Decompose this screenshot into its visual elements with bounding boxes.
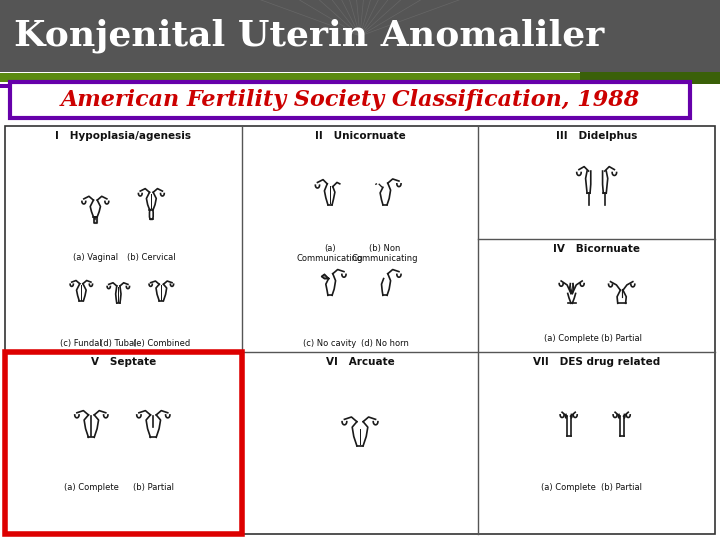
Bar xyxy=(0,73,720,82)
Text: (a) Complete: (a) Complete xyxy=(544,334,599,343)
Text: (b) Partial: (b) Partial xyxy=(601,483,642,492)
Text: (b) Cervical: (b) Cervical xyxy=(127,253,176,262)
Text: (a)
Communicating: (a) Communicating xyxy=(297,244,364,263)
Text: (b) Partial: (b) Partial xyxy=(601,334,642,343)
Text: (b) Non
Communicating: (b) Non Communicating xyxy=(352,244,418,263)
Text: (a) Complete: (a) Complete xyxy=(541,483,596,492)
Text: V   Septate: V Septate xyxy=(91,357,156,367)
Polygon shape xyxy=(94,217,96,223)
Bar xyxy=(0,82,720,85)
Text: (b) Partial: (b) Partial xyxy=(132,483,174,492)
Text: Konjenital Uterin Anomaliler: Konjenital Uterin Anomaliler xyxy=(14,19,604,53)
Bar xyxy=(0,84,580,88)
Text: (a) Vaginal: (a) Vaginal xyxy=(73,253,118,262)
Text: (c) No cavity: (c) No cavity xyxy=(303,339,356,348)
Text: III   Didelphus: III Didelphus xyxy=(556,131,637,141)
Text: (d) Tubal: (d) Tubal xyxy=(100,339,137,348)
Bar xyxy=(5,353,242,534)
Text: VII   DES drug related: VII DES drug related xyxy=(533,357,660,367)
Text: I   Hypoplasia/agenesis: I Hypoplasia/agenesis xyxy=(55,131,192,141)
Bar xyxy=(10,82,690,118)
Text: IV   Bicornuate: IV Bicornuate xyxy=(553,244,640,254)
Text: II   Unicornuate: II Unicornuate xyxy=(315,131,405,141)
Text: VI   Arcuate: VI Arcuate xyxy=(325,357,395,367)
Bar xyxy=(580,72,720,84)
Text: (e) Combined: (e) Combined xyxy=(132,339,190,348)
Text: (c) Fundal: (c) Fundal xyxy=(60,339,102,348)
Polygon shape xyxy=(322,274,328,279)
Bar xyxy=(0,0,720,72)
Text: (a) Complete: (a) Complete xyxy=(64,483,119,492)
Text: American Fertility Society Classification, 1988: American Fertility Society Classificatio… xyxy=(60,89,639,111)
Bar xyxy=(5,126,715,534)
Text: (d) No horn: (d) No horn xyxy=(361,339,409,348)
